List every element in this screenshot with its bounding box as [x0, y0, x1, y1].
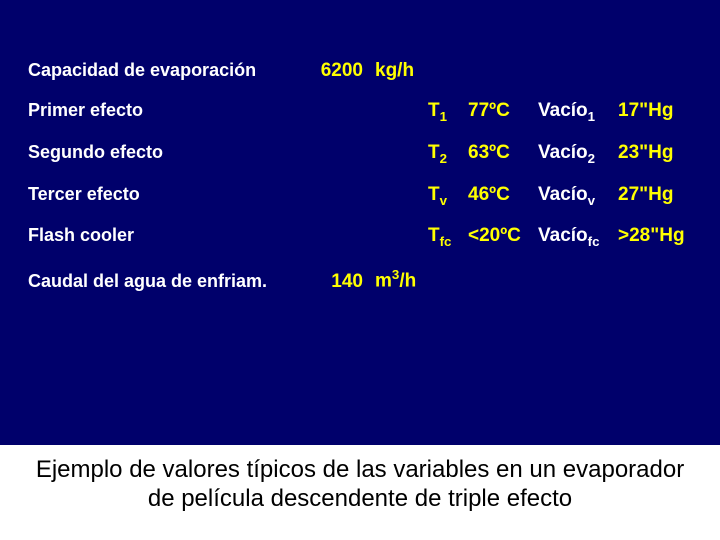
row-vacuum-label: Vacío1	[538, 100, 618, 124]
row-temperature: 63ºC	[468, 142, 538, 164]
row-symbol: T1	[423, 100, 468, 124]
slide: Capacidad de evaporación6200kg/h Primer e…	[0, 0, 720, 540]
row-vacuum-value: 17"Hg	[618, 100, 693, 122]
row-symbol: T2	[423, 142, 468, 166]
row-temperature: 46ºC	[468, 184, 538, 206]
data-row: Primer efecto T177ºCVacío117"Hg	[28, 100, 702, 124]
row-vacuum-label: Vacíov	[538, 184, 618, 208]
row-temperature: <20ºC	[468, 225, 538, 247]
data-table-area: Capacidad de evaporación6200kg/h Primer e…	[0, 0, 720, 445]
row-temperature: 77ºC	[468, 100, 538, 122]
row-unit: kg/h	[363, 60, 423, 82]
row-vacuum-label: Vacíofc	[538, 225, 618, 249]
row-label: Capacidad de evaporación	[28, 60, 303, 81]
row-symbol: Tv	[423, 184, 468, 208]
row-symbol: Tfc	[423, 225, 468, 249]
data-row: Caudal del agua de enfriam.140m3/h	[28, 267, 702, 292]
row-vacuum-value: >28"Hg	[618, 225, 693, 247]
row-unit: m3/h	[363, 267, 423, 292]
row-vacuum-label: Vacío2	[538, 142, 618, 166]
slide-caption: Ejemplo de valores típicos de las variab…	[30, 456, 690, 514]
row-value: 140	[303, 271, 363, 293]
row-label: Tercer efecto	[28, 184, 303, 205]
data-row: Capacidad de evaporación6200kg/h	[28, 60, 702, 82]
row-vacuum-value: 27"Hg	[618, 184, 693, 206]
data-row: Tercer efecto Tv46ºCVacíov27"Hg	[28, 184, 702, 208]
row-value: 6200	[303, 60, 363, 82]
row-label: Segundo efecto	[28, 142, 303, 163]
row-vacuum-value: 23"Hg	[618, 142, 693, 164]
row-label: Caudal del agua de enfriam.	[28, 271, 303, 292]
row-label: Primer efecto	[28, 100, 303, 121]
caption-area: Ejemplo de valores típicos de las variab…	[0, 445, 720, 540]
data-row: Segundo efecto T263ºCVacío223"Hg	[28, 142, 702, 166]
row-label: Flash cooler	[28, 225, 303, 246]
data-row: Flash cooler Tfc<20ºCVacíofc>28"Hg	[28, 225, 702, 249]
